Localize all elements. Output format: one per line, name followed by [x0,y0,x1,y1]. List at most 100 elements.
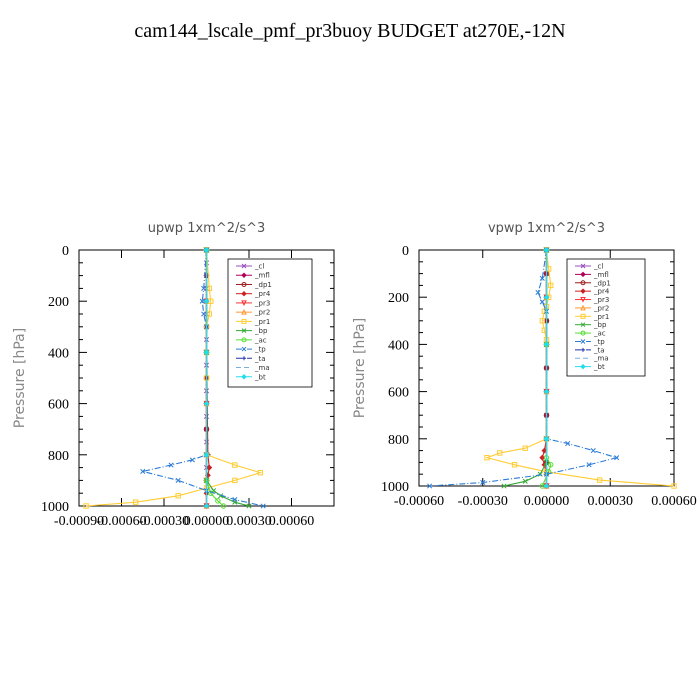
data-point [565,440,571,447]
legend-item: _ta [236,355,266,363]
legend-label: _bp [254,327,268,335]
data-point [203,247,210,253]
data-point [543,435,550,442]
legend-marker [241,300,247,307]
y-tick-label: 1000 [381,480,409,495]
data-point [586,462,592,468]
legend-item: _pr4 [236,290,271,298]
data-point [539,318,545,324]
data-point [132,499,139,505]
legend-label: _ta [254,355,266,363]
data-point [220,503,227,509]
data-point [671,483,677,489]
legend-marker [580,363,586,370]
legend-item: _ma [575,355,609,363]
legend-item: _bt [575,363,605,371]
legend-item: _pr1 [236,318,270,326]
x-tick-label: 0.00030 [588,494,634,509]
data-point [497,450,503,456]
legend-label: _tp [254,346,266,354]
legend-item: _ac [575,330,606,338]
data-point [168,462,174,468]
data-point [539,275,545,281]
y-tick-label: 200 [48,295,69,310]
legend-label: _cl [593,263,603,271]
data-point [232,462,238,468]
x-tick-label: 0.00030 [226,514,272,529]
legend-label: _pr4 [254,290,271,298]
data-point [206,311,213,317]
data-point [218,493,224,499]
y-tick-label: 1000 [41,500,69,515]
legend-marker [241,346,247,352]
data-point [175,493,181,499]
legend-label: _tp [593,338,605,346]
data-point [543,341,550,348]
data-point [232,497,238,503]
series-bt [543,247,550,489]
legend-label: _bt [593,363,605,371]
legend-marker [241,281,247,287]
data-point [614,455,620,461]
y-tick-label: 600 [388,386,409,401]
data-point [539,454,546,461]
data-point [203,503,210,509]
data-point [260,503,266,509]
legend-marker [241,272,247,278]
legend: _cl_mfl_dp1_pr4_pr3_pr2_pr1_bp_ac_tp_ta_… [227,258,313,388]
legend-item: _tp [236,346,266,354]
data-point [543,483,550,489]
data-point [201,311,207,317]
legend-item: _cl [575,263,603,271]
data-point [189,457,195,463]
legend-marker [580,263,586,269]
legend-label: _pr1 [593,313,609,321]
data-point [201,285,207,291]
legend-label: _ma [254,364,270,372]
data-point [140,468,146,474]
data-point [484,454,490,461]
data-point [480,479,486,486]
legend-marker [241,290,247,297]
legend-label: _pr3 [593,296,609,304]
data-point [548,462,554,468]
legend-label: _pr2 [593,304,609,312]
data-point [511,462,518,468]
page-title: cam144_lscale_pmf_pr3buoy BUDGET at270E,… [134,20,566,42]
legend-marker [580,322,586,328]
legend-label: _ta [593,346,605,354]
legend-label: _bp [593,321,607,329]
x-tick-label: 0.00060 [269,514,315,529]
data-point [83,503,89,509]
legend: _cl_mfl_dp1_pr4_pr3_pr2_pr1_bp_ac_tp_ta_… [566,258,646,377]
legend-item: _pr3 [236,299,270,307]
legend-marker [580,280,586,286]
data-point [427,483,433,489]
legend-item: _ma [236,364,270,372]
data-point [548,282,554,289]
data-point [596,477,603,483]
x-tick-label: 0.00000 [184,514,230,529]
legend-item: _bp [236,327,268,335]
legend-label: _pr1 [254,318,270,326]
data-point [522,445,528,451]
legend-marker [241,318,247,324]
data-point [203,298,210,305]
legend-label: _pr4 [593,288,610,296]
data-point [543,247,550,253]
data-point [539,299,545,305]
data-point [543,294,550,301]
legend-item: _pr3 [575,296,609,304]
legend-item: _bp [575,321,607,329]
series-bp [501,247,550,489]
legend-marker [580,304,586,311]
legend-box [566,258,646,377]
chart-panel-1: upwp 1xm^2/s^3 Pressure [hPa] 0 200 400 600 80… [12,221,335,529]
legend-label: _ma [593,355,609,363]
data-point [203,349,210,356]
data-point [543,388,550,395]
data-point [501,483,507,489]
legend-marker [580,297,586,303]
legend-label: _dp1 [254,281,272,289]
